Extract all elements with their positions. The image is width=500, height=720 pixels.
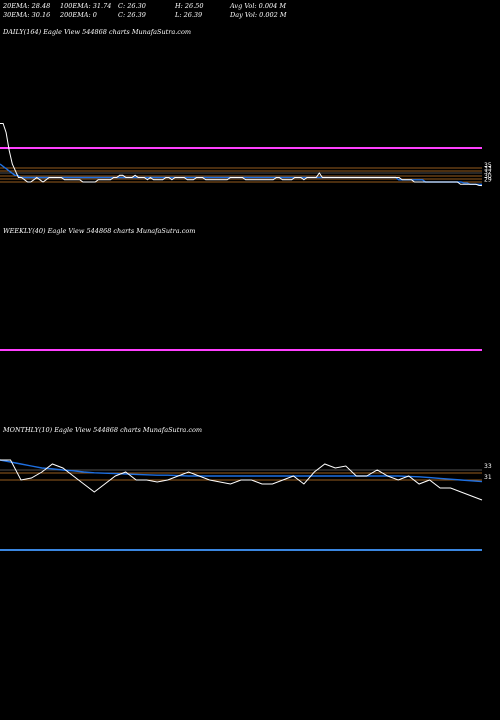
header-close-1: C: 26.30 bbox=[118, 2, 146, 10]
daily-panel-label: DAILY(164) Eagle View 544868 charts Muna… bbox=[3, 28, 192, 36]
monthly-ema-line bbox=[0, 459, 483, 483]
daily-tick-label: 29 bbox=[484, 176, 492, 183]
header-low: L: 26.39 bbox=[175, 11, 203, 19]
header-close-2: C: 26.39 bbox=[118, 11, 146, 19]
header-day-vol: Day Vol: 0.002 M bbox=[230, 11, 287, 19]
monthly-tick-label: 33 bbox=[484, 463, 492, 470]
weekly-panel-label: WEEKLY(40) Eagle View 544868 charts Muna… bbox=[3, 227, 196, 235]
daily-ema-line bbox=[0, 163, 482, 186]
header-high: H: 26.50 bbox=[175, 2, 204, 10]
monthly-tick-label: 31 bbox=[484, 474, 492, 481]
daily-price-line bbox=[0, 123, 483, 187]
monthly-price-line bbox=[0, 459, 483, 501]
header-ema20: 20EMA: 28.48 bbox=[3, 2, 51, 10]
header-ema100: 100EMA: 31.74 bbox=[60, 2, 112, 10]
daily-tick-label: 33 bbox=[484, 166, 492, 173]
daily-tick-label: 35 bbox=[484, 162, 492, 169]
daily-tick-label: 30 bbox=[484, 173, 492, 180]
header-ema200: 200EMA: 0 bbox=[60, 11, 97, 19]
monthly-panel-label: MONTHLY(10) Eagle View 544868 charts Mun… bbox=[3, 426, 203, 434]
header-ema30: 30EMA: 30.16 bbox=[3, 11, 51, 19]
daily-tick-label: 32 bbox=[484, 169, 492, 176]
header-avg-vol: Avg Vol: 0.004 M bbox=[230, 2, 287, 10]
